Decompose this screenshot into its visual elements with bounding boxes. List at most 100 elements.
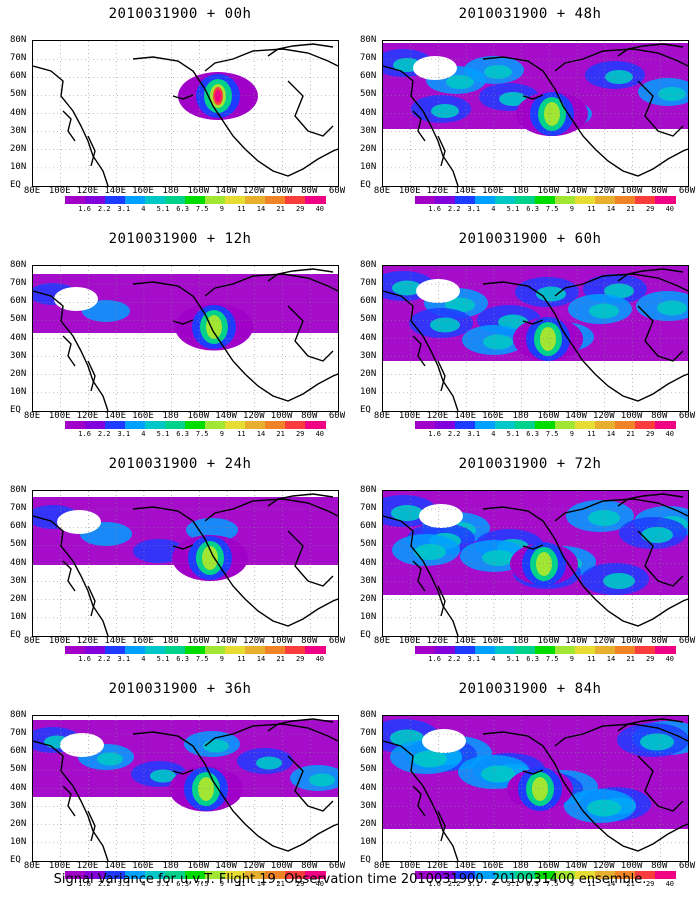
map-svg (33, 491, 338, 636)
colorbar-label: 2.2 (447, 430, 461, 438)
colorbar-label: 5.1 (506, 205, 520, 213)
lat-label: 80N (360, 710, 377, 720)
map-plot (382, 40, 689, 187)
coastline (204, 498, 338, 522)
colorbar-segment (595, 646, 616, 654)
lat-label: 60N (10, 746, 27, 757)
lat-label: 50N (10, 764, 27, 775)
lat-label: 80N (10, 710, 27, 720)
colorbar-segment (555, 196, 576, 204)
panel-title: 2010031900 + 72h (458, 456, 602, 472)
colorbar-label: 29 (295, 430, 305, 438)
panel-title: 2010031900 + 84h (458, 681, 602, 697)
colorbar-label: 14 (606, 880, 616, 888)
colorbar-label: 14 (256, 205, 266, 213)
colorbar (415, 646, 676, 654)
lat-label: 30N (10, 800, 27, 811)
colorbar-segment (595, 421, 616, 429)
colorbar-segment (145, 421, 166, 429)
variance-gap (416, 279, 460, 303)
variance-lobe (414, 544, 446, 560)
colorbar-segment (435, 196, 456, 204)
colorbar-segment (575, 871, 596, 879)
coastline (132, 506, 338, 627)
colorbar-label: 40 (315, 430, 325, 438)
lat-label: 60N (360, 746, 377, 757)
coastline (554, 498, 688, 522)
colorbar-label: 5.1 (156, 880, 170, 888)
coastline (204, 723, 338, 747)
colorbar-segment (635, 646, 656, 654)
colorbar-label: 6.3 (176, 880, 189, 888)
colorbar-segment (655, 421, 676, 429)
colorbar-segment (265, 871, 286, 879)
colorbar-segment (245, 646, 266, 654)
lon-label: 100E (48, 861, 71, 871)
lon-label: 100E (398, 186, 421, 196)
colorbar-segment (65, 871, 86, 879)
lat-label: 80N (360, 485, 377, 495)
map-svg (383, 41, 688, 186)
coastline (172, 319, 194, 325)
lon-label: 120W (592, 186, 615, 196)
lon-label: 80W (301, 186, 318, 196)
colorbar-segment (515, 646, 536, 654)
colorbar-segment (65, 421, 86, 429)
lat-label: 20N (10, 368, 27, 379)
lon-label: 80W (301, 411, 318, 421)
variance-lobe (604, 283, 634, 299)
lat-label: 40N (360, 107, 377, 118)
colorbar-segment (615, 196, 636, 204)
lat-label: 50N (360, 314, 377, 325)
colorbar-label: 6.3 (526, 430, 539, 438)
colorbar-segment (615, 871, 636, 879)
variance-lobe (640, 733, 674, 751)
colorbar-label: 5.1 (506, 655, 520, 663)
colorbar-label: 14 (606, 655, 616, 663)
lat-label: 70N (360, 503, 377, 514)
lat-label: 30N (360, 575, 377, 586)
colorbar-segment (245, 196, 266, 204)
variance-lobe (445, 297, 475, 313)
colorbar-segment (655, 871, 676, 879)
variance-lobe (97, 752, 123, 766)
colorbar-segment (455, 646, 476, 654)
lat-label: 70N (10, 728, 27, 739)
variance-lobe (430, 317, 460, 333)
variance-lobe (589, 303, 619, 319)
lon-labels: 80E 100E 120E 140E 160E 180 160W 140W 120W 100W 80… (370, 637, 700, 647)
colorbar-segment (145, 646, 166, 654)
variance-lobe (133, 539, 185, 563)
panel-p60: 2010031900 + 60h 80N 70N 60N 50N 40N 30N 20N 10N… (360, 225, 700, 440)
colorbar-segment (615, 646, 636, 654)
lon-label: 100W (270, 636, 293, 646)
coastline (637, 80, 684, 137)
colorbar (65, 871, 326, 879)
colorbar-segment (415, 421, 436, 429)
lat-label: 50N (10, 314, 27, 325)
colorbar-segment (125, 196, 146, 204)
colorbar-label: 7.5 (545, 430, 559, 438)
coastline (87, 135, 96, 167)
lat-label: 30N (10, 350, 27, 361)
lon-label: 100E (398, 636, 421, 646)
colorbar-segment (185, 196, 206, 204)
colorbar-label: 3.1 (467, 880, 481, 888)
colorbar-segment (265, 646, 286, 654)
lon-label: 80W (651, 636, 668, 646)
colorbar-segment (495, 871, 516, 879)
panel-title: 2010031900 + 24h (108, 456, 252, 472)
lat-label: EQ (360, 630, 371, 640)
variance-core (206, 315, 222, 339)
colorbar-segment (285, 871, 306, 879)
lat-label: 70N (10, 53, 27, 64)
variance-core (198, 777, 214, 801)
colorbar-segment (535, 871, 556, 879)
colorbar-segment (145, 196, 166, 204)
colorbar-segment (475, 196, 496, 204)
lon-label: 80E (373, 411, 391, 421)
lon-label: 140W (565, 861, 587, 871)
colorbar-labels: 1.6 2.2 3.1 4 5.1 6.3 7.5 9 11 14 21 29 40 (65, 206, 325, 214)
colorbar (415, 871, 676, 879)
colorbar-segment (145, 871, 166, 879)
